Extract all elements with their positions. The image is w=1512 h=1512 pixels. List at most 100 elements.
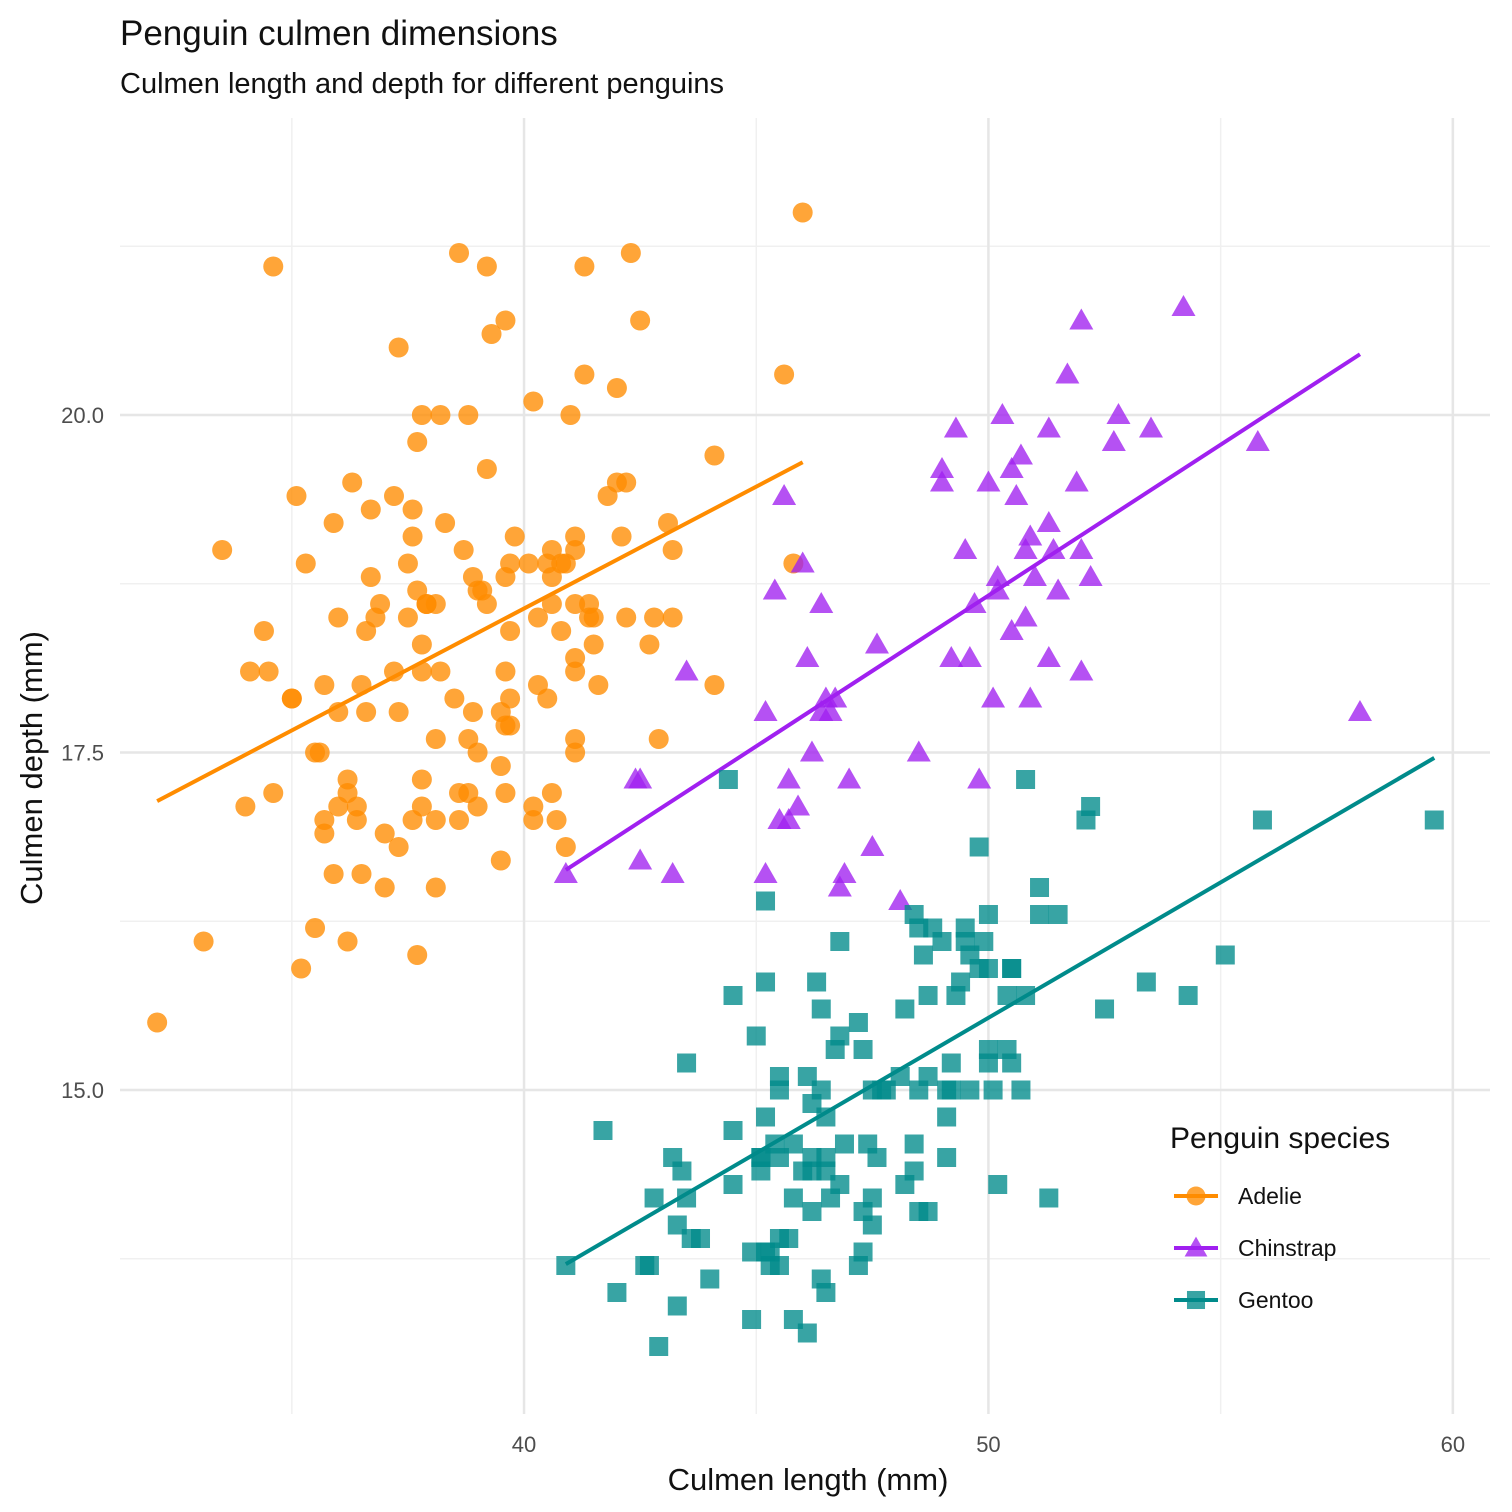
data-point-chinstrap bbox=[1022, 565, 1047, 586]
data-point-adelie bbox=[527, 607, 548, 628]
data-point-chinstrap bbox=[753, 862, 778, 883]
data-point-gentoo bbox=[904, 1161, 924, 1181]
data-point-adelie bbox=[356, 702, 377, 722]
data-point-chinstrap bbox=[953, 538, 978, 559]
data-point-adelie bbox=[388, 837, 409, 857]
data-point-adelie bbox=[560, 405, 581, 425]
data-point-adelie bbox=[481, 324, 502, 344]
data-point-chinstrap bbox=[930, 470, 954, 492]
data-point-adelie bbox=[588, 675, 609, 695]
data-point-gentoo bbox=[955, 932, 975, 951]
data-point-adelie bbox=[616, 472, 637, 493]
data-point-adelie bbox=[328, 702, 349, 722]
data-point-chinstrap bbox=[1018, 524, 1043, 546]
data-point-gentoo bbox=[834, 1134, 854, 1154]
data-point-gentoo bbox=[960, 1080, 980, 1100]
data-point-chinstrap bbox=[906, 740, 931, 762]
regression-line-gentoo bbox=[564, 756, 1436, 1266]
data-point-gentoo bbox=[913, 945, 933, 965]
data-point-adelie bbox=[704, 675, 725, 695]
data-point-adelie bbox=[416, 594, 437, 614]
data-point-gentoo bbox=[816, 1107, 836, 1127]
data-point-adelie bbox=[774, 364, 795, 385]
data-point-adelie bbox=[360, 567, 381, 587]
data-point-gentoo bbox=[909, 918, 929, 938]
data-point-adelie bbox=[449, 783, 470, 803]
data-point-chinstrap bbox=[832, 862, 857, 883]
data-point-adelie bbox=[504, 526, 525, 547]
data-point-adelie bbox=[328, 607, 349, 628]
data-point-adelie bbox=[411, 769, 432, 790]
data-point-gentoo bbox=[723, 1175, 743, 1194]
data-point-adelie bbox=[476, 594, 497, 614]
data-point-adelie bbox=[374, 877, 395, 898]
data-point-chinstrap bbox=[1101, 430, 1126, 451]
legend-label-chinstrap: Chinstrap bbox=[1238, 1235, 1336, 1261]
data-point-gentoo bbox=[969, 837, 989, 857]
regression-line-chinstrap bbox=[564, 352, 1362, 872]
data-point-adelie bbox=[295, 553, 316, 574]
legend-item-adelie: Adelie bbox=[1174, 1183, 1302, 1209]
regression-line-adelie bbox=[156, 460, 804, 803]
data-point-chinstrap bbox=[985, 578, 1010, 600]
data-point-chinstrap bbox=[809, 700, 834, 721]
legend-item-chinstrap: Chinstrap bbox=[1174, 1235, 1336, 1261]
data-point-chinstrap bbox=[1106, 403, 1131, 424]
data-point-gentoo bbox=[556, 1256, 576, 1275]
data-point-adelie bbox=[597, 486, 618, 506]
data-point-adelie bbox=[565, 526, 586, 547]
data-point-chinstrap bbox=[864, 632, 889, 654]
data-point-adelie bbox=[541, 594, 562, 614]
data-point-chinstrap bbox=[776, 808, 801, 829]
data-point-gentoo bbox=[890, 1067, 910, 1086]
data-points bbox=[147, 202, 1444, 1356]
data-point-gentoo bbox=[978, 905, 998, 924]
data-point-adelie bbox=[574, 364, 595, 385]
data-point-adelie bbox=[500, 715, 521, 736]
data-point-chinstrap bbox=[860, 835, 885, 856]
data-point-chinstrap bbox=[962, 592, 987, 613]
data-point-gentoo bbox=[644, 1188, 664, 1208]
data-point-gentoo bbox=[1136, 972, 1156, 992]
data-point-gentoo bbox=[941, 1053, 961, 1073]
data-point-adelie bbox=[323, 864, 344, 884]
legend-marker-adelie bbox=[1186, 1186, 1206, 1206]
data-point-chinstrap bbox=[753, 700, 778, 721]
data-point-adelie bbox=[314, 675, 335, 695]
data-point-chinstrap bbox=[939, 646, 964, 667]
data-point-chinstrap bbox=[1013, 605, 1038, 627]
y-tick-label: 17.5 bbox=[61, 741, 104, 766]
x-axis-label: Culmen length (mm) bbox=[668, 1462, 949, 1497]
data-point-gentoo bbox=[769, 1148, 789, 1167]
data-point-chinstrap bbox=[1069, 538, 1094, 559]
data-point-adelie bbox=[235, 796, 256, 817]
y-axis-label: Culmen depth (mm) bbox=[14, 631, 49, 905]
data-point-chinstrap bbox=[1008, 443, 1033, 465]
data-point-adelie bbox=[449, 243, 470, 263]
data-point-chinstrap bbox=[799, 740, 824, 762]
data-point-gentoo bbox=[756, 891, 776, 911]
data-point-adelie bbox=[388, 337, 409, 358]
y-tick-label: 15.0 bbox=[61, 1078, 104, 1103]
data-point-adelie bbox=[662, 540, 683, 560]
data-point-adelie bbox=[435, 513, 456, 533]
legend-marker-chinstrap bbox=[1184, 1236, 1208, 1257]
data-point-adelie bbox=[360, 499, 381, 520]
data-point-adelie bbox=[611, 526, 632, 547]
data-point-gentoo bbox=[723, 986, 743, 1005]
data-point-chinstrap bbox=[999, 457, 1024, 478]
y-tick-label: 20.0 bbox=[61, 403, 104, 428]
data-point-gentoo bbox=[672, 1161, 692, 1181]
data-point-gentoo bbox=[937, 1107, 957, 1127]
data-point-adelie bbox=[281, 688, 302, 709]
data-point-chinstrap bbox=[1064, 470, 1089, 492]
data-point-chinstrap bbox=[1036, 646, 1061, 667]
data-point-gentoo bbox=[1011, 1080, 1031, 1100]
x-tick-label: 60 bbox=[1441, 1432, 1465, 1457]
data-point-gentoo bbox=[691, 1229, 711, 1248]
data-point-adelie bbox=[411, 405, 432, 425]
data-point-adelie bbox=[458, 729, 479, 749]
data-point-adelie bbox=[462, 702, 483, 722]
data-point-chinstrap bbox=[1036, 416, 1061, 438]
data-point-adelie bbox=[388, 702, 409, 722]
